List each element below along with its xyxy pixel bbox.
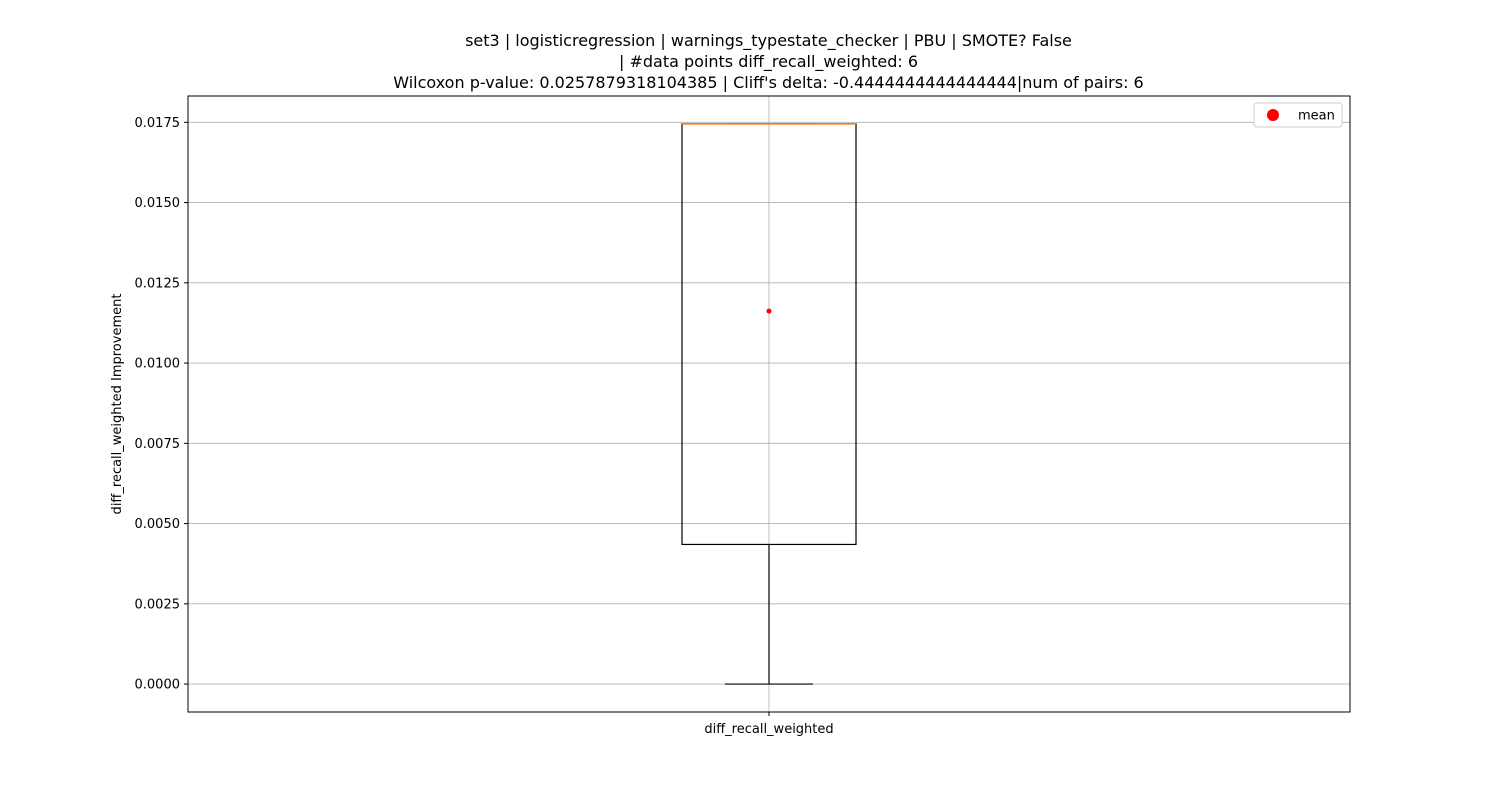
legend-mean-label: mean [1298, 109, 1335, 124]
y-tick-label: 0.0075 [135, 437, 181, 452]
y-tick-label: 0.0050 [135, 517, 181, 532]
legend-box [1253, 102, 1343, 128]
y-tick-label: 0.0175 [135, 116, 181, 131]
tick-layer: 0.0000 0.0025 0.0050 0.0075 0.0100 0.0125 0.01… [135, 116, 834, 737]
x-tick-label: diff_recall_weighted [704, 722, 833, 737]
box-layer [681, 123, 857, 685]
y-tick-label: 0.0125 [135, 276, 181, 291]
plot-frame [187, 95, 1351, 713]
mean-marker [766, 308, 772, 314]
legend-mean-marker [1267, 109, 1279, 121]
y-tick-label: 0.0025 [135, 597, 181, 612]
chart-title-line-3: Wilcoxon p-value: 0.0257879318104385 | C… [393, 73, 1144, 92]
y-tick-label: 0.0100 [135, 357, 181, 372]
chart-title-line-2: | #data points diff_recall_weighted: 6 [618, 52, 919, 71]
y-tick-label: 0.0150 [135, 196, 181, 211]
y-axis-label: diff_recall_weighted Improvement [110, 294, 125, 515]
chart-title-line-1: set3 | logisticregression | warnings_typ… [465, 31, 1072, 50]
y-tick-label: 0.0000 [135, 678, 181, 693]
legend: mean [1253, 102, 1343, 128]
